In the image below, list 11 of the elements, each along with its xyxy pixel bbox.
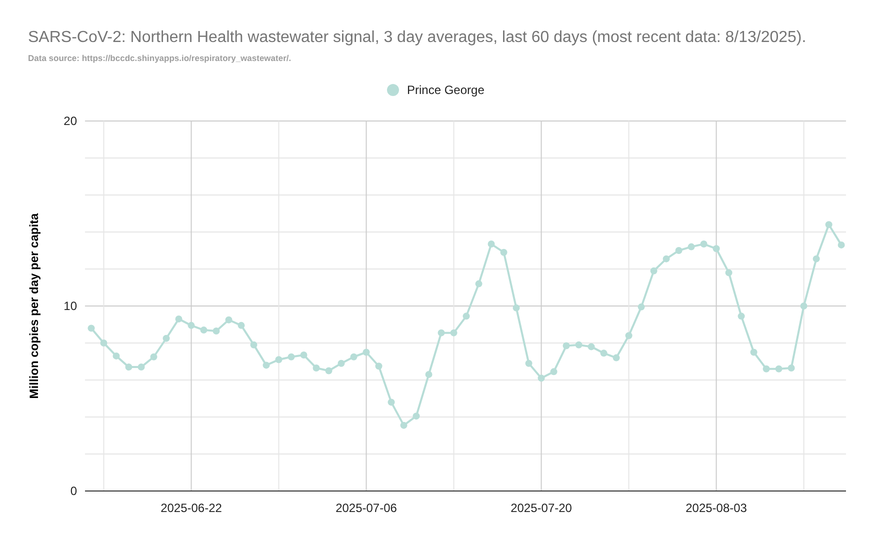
y-tick-label: 0	[70, 484, 78, 498]
legend-label: Prince George	[407, 83, 485, 97]
y-tick-label: 10	[64, 299, 78, 313]
x-tick-label: 2025-08-03	[686, 501, 748, 515]
x-tick-label: 2025-06-22	[160, 501, 222, 515]
chart-title: SARS-CoV-2: Northern Health wastewater signal, 3 day averages, last 60 days (most recent data: 8/13/2025).	[28, 29, 806, 46]
y-axis-title: Million copies per day per capita	[27, 212, 41, 399]
chart-subtitle: Data source: https://bccdc.shinyapps.io/respiratory_wastewater/.	[28, 53, 292, 63]
x-tick-label: 2025-07-20	[510, 501, 572, 515]
x-tick-label: 2025-07-06	[336, 501, 398, 515]
y-tick-label: 20	[64, 114, 78, 128]
